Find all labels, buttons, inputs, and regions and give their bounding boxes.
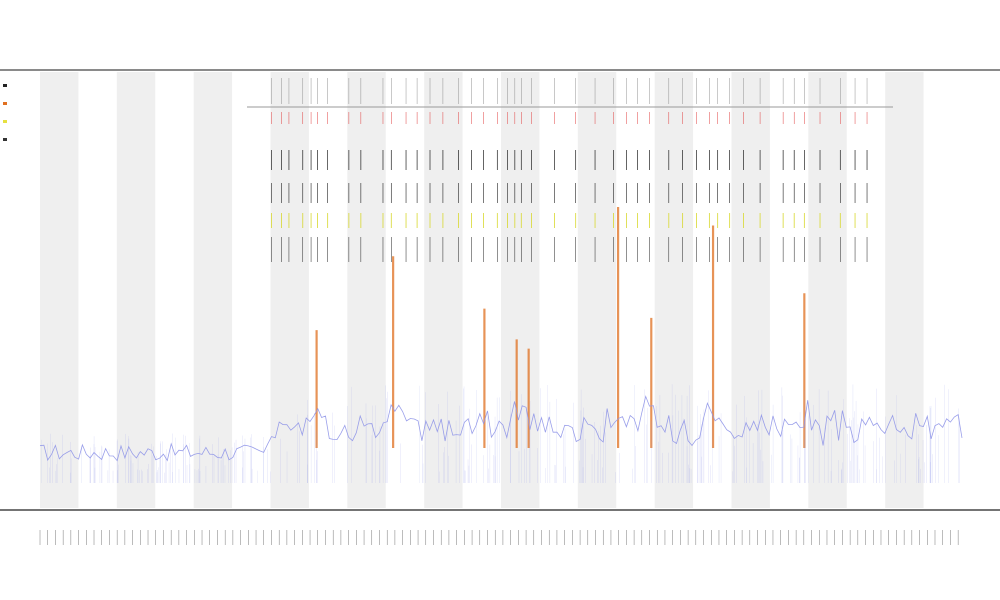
band-12 — [501, 72, 540, 508]
band-16 — [654, 72, 694, 508]
band-0 — [40, 72, 79, 508]
event-markers — [271, 78, 868, 262]
band-14 — [577, 72, 617, 508]
legend — [3, 84, 7, 141]
signal-series — [39, 384, 963, 483]
band-10 — [424, 72, 463, 508]
band-18 — [731, 72, 770, 508]
highlight-peaks — [315, 206, 806, 448]
background-bands — [40, 72, 924, 508]
band-6 — [270, 72, 309, 508]
band-4 — [193, 72, 233, 508]
x-tick-labels — [39, 530, 959, 545]
band-22 — [885, 72, 924, 508]
band-20 — [808, 72, 847, 508]
legend-swatch-0 — [3, 84, 7, 87]
legend-swatch-3 — [3, 138, 7, 141]
signal-line — [39, 395, 963, 462]
band-2 — [116, 72, 156, 508]
legend-swatch-2 — [3, 120, 7, 123]
legend-swatch-1 — [3, 102, 7, 105]
band-8 — [347, 72, 386, 508]
